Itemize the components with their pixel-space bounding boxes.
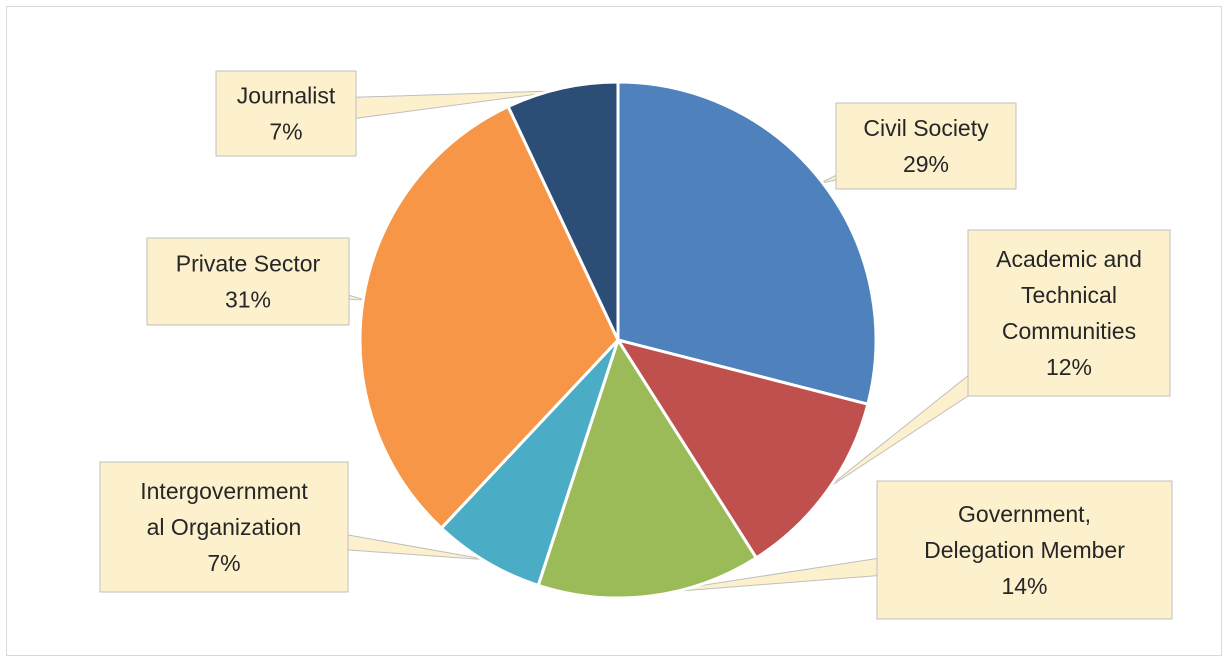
data-label-line: 7% [207,550,240,576]
data-label-line: Civil Society [863,115,989,141]
data-label-line: Academic and [996,246,1142,272]
data-label-civil-society: Civil Society 29% [863,115,989,177]
data-label-academic-and-technical-communities: Academic and Technical Communities 12% [996,246,1142,380]
data-label-line: al Organization [147,514,302,540]
callout-layer [99,70,1173,620]
callout-box-civil-society [835,102,1017,190]
data-label-line: 7% [269,119,302,145]
data-label-government-delegation-member: Government, Delegation Member 14% [924,501,1125,599]
data-label-intergovernmental-organization: Intergovernment al Organization 7% [140,478,308,576]
data-label-line: Delegation Member [924,537,1125,563]
pie-slice-intergovernmental-organization [439,338,620,587]
callout-box-academic-and-technical-communities [967,229,1171,397]
callout-box-journalist [215,70,357,157]
data-label-journalist: Journalist 7% [237,83,336,145]
data-label-line: Communities [1002,318,1136,344]
pie-slice-private-sector [358,105,620,530]
pie-slice-academic-and-technical-communities [616,338,870,560]
label-layer: Civil Society 29% Academic and Technical Com… [140,83,1142,600]
callout-box-government-delegation-member [876,480,1173,620]
data-label-line: Intergovernment [140,478,308,504]
data-label-line: Government, [958,501,1091,527]
pie-slice-civil-society [616,80,878,406]
data-label-line: 14% [1001,573,1047,599]
data-label-private-sector: Private Sector 31% [176,251,321,313]
data-label-line: Private Sector [176,251,321,277]
data-label-line: 29% [903,151,949,177]
data-label-line: 12% [1046,354,1092,380]
callout-box-intergovernmental-organization [99,461,349,593]
data-label-line: 31% [225,287,271,313]
callout-box-private-sector [146,237,350,326]
data-label-line: Journalist [237,83,336,109]
pie-slice-journalist [506,80,620,342]
data-label-line: Technical [1021,282,1117,308]
pie-slice-government-delegation-member [536,338,758,600]
slice-layer [358,80,878,600]
